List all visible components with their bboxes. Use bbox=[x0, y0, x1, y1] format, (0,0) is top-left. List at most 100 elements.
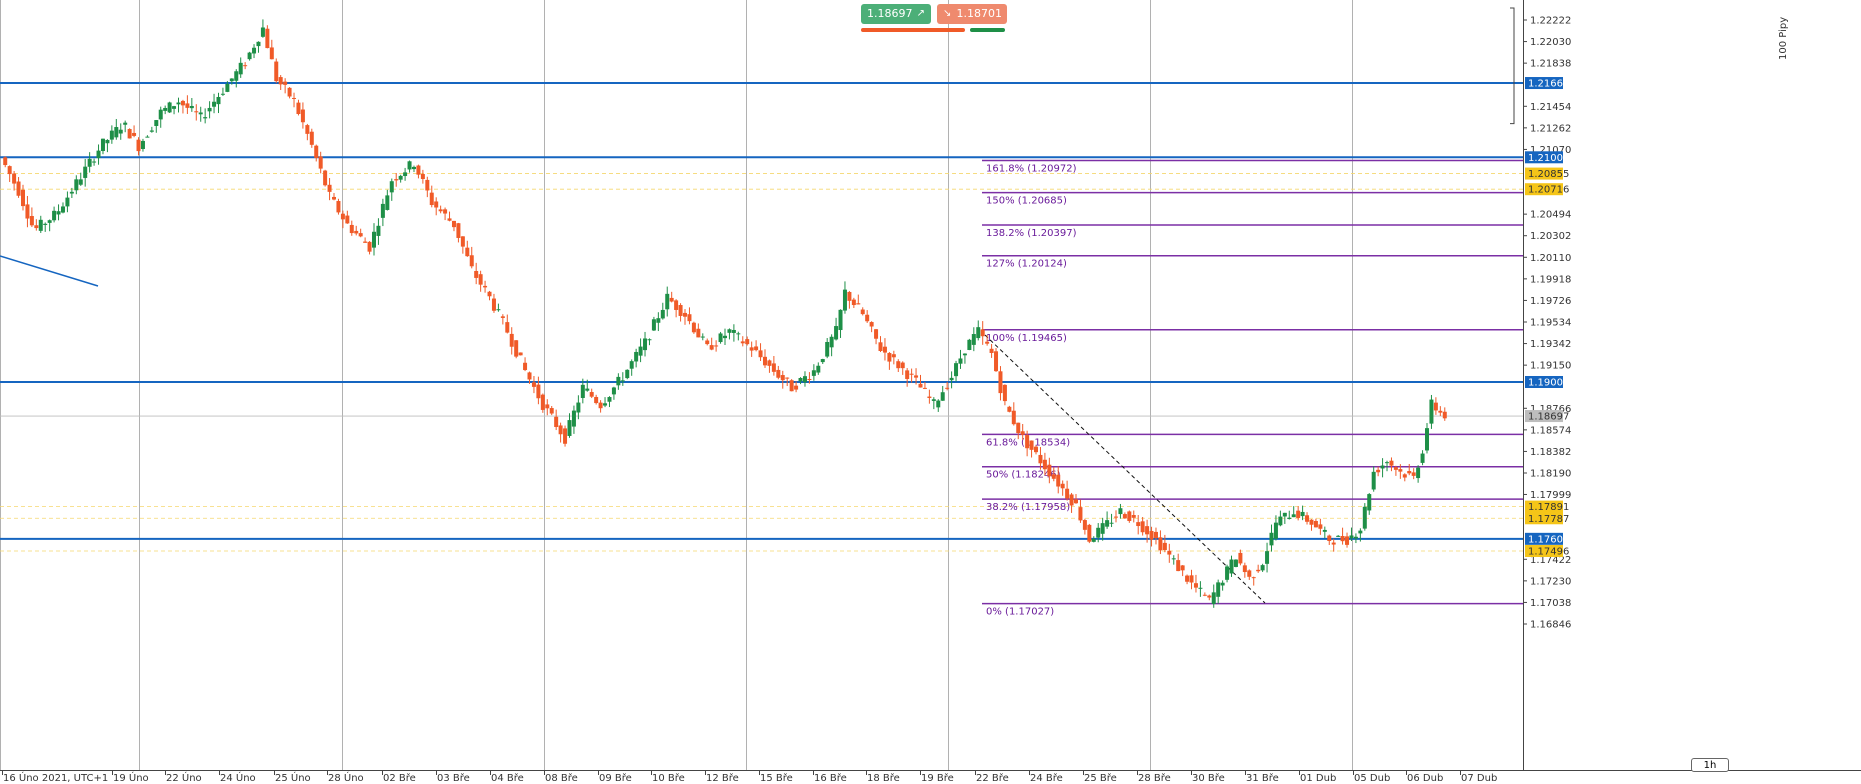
candle-body bbox=[283, 81, 288, 85]
candle-body bbox=[1398, 469, 1403, 472]
candle-body bbox=[789, 380, 794, 392]
price-tag-label: 1.21661 bbox=[1528, 79, 1569, 90]
candle-body bbox=[1278, 516, 1283, 526]
candle-body bbox=[1042, 459, 1047, 470]
candle-body bbox=[1340, 536, 1345, 542]
candle-body bbox=[1287, 517, 1292, 519]
candle-body bbox=[514, 340, 519, 357]
candle-body bbox=[1198, 587, 1203, 589]
price-tag-label: 1.17787 bbox=[1528, 514, 1569, 525]
time-tick-label: 22 Úno bbox=[166, 771, 202, 784]
candle-body bbox=[838, 309, 843, 331]
candle-body bbox=[1296, 510, 1301, 518]
candle-body bbox=[7, 166, 12, 175]
price-tick-label: 1.21262 bbox=[1530, 123, 1571, 134]
candle-body bbox=[140, 140, 145, 149]
candle-body bbox=[825, 341, 830, 357]
candle-body bbox=[194, 111, 199, 113]
candle-body bbox=[980, 329, 985, 337]
candle-body bbox=[625, 369, 630, 379]
candle-body bbox=[1362, 506, 1367, 529]
candle-body bbox=[660, 309, 665, 319]
candle-body bbox=[309, 131, 314, 145]
price-tag bbox=[1525, 375, 1563, 388]
candle-body bbox=[363, 241, 368, 243]
price-tag bbox=[1525, 500, 1563, 513]
horizontal-levels bbox=[0, 82, 1523, 540]
candle-body bbox=[1380, 465, 1385, 469]
price-tag-label: 1.19000 bbox=[1528, 377, 1569, 388]
candle-body bbox=[487, 291, 492, 297]
candle-body bbox=[314, 145, 319, 158]
candle-body bbox=[705, 340, 710, 345]
price-tick-label: 1.19918 bbox=[1530, 274, 1571, 285]
candle-body bbox=[1105, 520, 1110, 527]
candle-body bbox=[429, 192, 434, 206]
buy-button[interactable]: ↘ 1.18701 bbox=[937, 4, 1007, 24]
candle-body bbox=[1122, 514, 1127, 519]
candle-body bbox=[545, 404, 550, 409]
candle-body bbox=[603, 403, 608, 406]
candle-body bbox=[176, 102, 181, 105]
price-tag bbox=[1525, 544, 1563, 557]
candle-body bbox=[1353, 536, 1358, 539]
candle-body bbox=[736, 333, 741, 335]
price-tag-label: 1.18697 bbox=[1528, 412, 1569, 423]
candle-body bbox=[771, 363, 776, 372]
candle-body bbox=[847, 291, 852, 301]
candle-body bbox=[576, 402, 581, 413]
candle-body bbox=[216, 96, 221, 105]
candle-body bbox=[598, 402, 603, 409]
price-tag bbox=[1525, 77, 1563, 90]
candle-body bbox=[1420, 453, 1425, 463]
sell-button[interactable]: 1.18697 ↗ bbox=[861, 4, 931, 24]
candle-body bbox=[1074, 499, 1079, 504]
candle-body bbox=[1291, 514, 1296, 518]
candle-body bbox=[563, 428, 568, 444]
candle-body bbox=[1202, 594, 1207, 596]
candle-body bbox=[78, 179, 83, 185]
dashed-levels bbox=[0, 173, 1523, 552]
candle-body bbox=[332, 196, 337, 200]
candle-body bbox=[269, 47, 274, 60]
candle-body bbox=[696, 328, 701, 338]
price-tick-label: 1.18382 bbox=[1530, 447, 1571, 458]
candle-body bbox=[252, 47, 257, 54]
candle-body bbox=[1358, 530, 1363, 534]
candle-body bbox=[1087, 524, 1092, 542]
candle-body bbox=[1389, 460, 1394, 466]
candle-body bbox=[96, 150, 101, 159]
candle-body bbox=[700, 336, 705, 338]
candle-body bbox=[1260, 565, 1265, 571]
candle-body bbox=[394, 179, 399, 181]
candle-body bbox=[243, 65, 248, 67]
candle-body bbox=[389, 181, 394, 193]
candle-body bbox=[807, 378, 812, 380]
candle-body bbox=[1425, 428, 1430, 451]
candle-body bbox=[1047, 464, 1052, 477]
candle-body bbox=[500, 316, 505, 318]
candle-body bbox=[620, 380, 625, 382]
candle-body bbox=[869, 322, 874, 327]
candle-body bbox=[434, 201, 439, 208]
candle-body bbox=[100, 138, 105, 152]
time-tick-label: 10 Bře bbox=[652, 772, 685, 784]
time-axis: 16 Úno 2021, UTC+1 19 Úno 22 Úno 24 Úno 25 Ú… bbox=[0, 770, 1861, 784]
candle-body bbox=[274, 61, 279, 82]
candle-body bbox=[971, 334, 976, 345]
fib-level-label: 127% (1.20124) bbox=[986, 259, 1067, 270]
candles bbox=[3, 19, 1447, 608]
candle-body bbox=[425, 179, 430, 191]
candle-body bbox=[531, 382, 536, 387]
candle-body bbox=[776, 369, 781, 378]
price-tick-label: 1.17038 bbox=[1530, 598, 1571, 609]
candle-body bbox=[683, 312, 688, 317]
candle-body bbox=[887, 352, 892, 362]
candle-body bbox=[762, 356, 767, 366]
time-tick-label: 19 Bře bbox=[921, 772, 954, 784]
candle-body bbox=[265, 28, 270, 49]
candle-body bbox=[474, 270, 479, 278]
timeframe-button[interactable]: 1h bbox=[1691, 758, 1729, 772]
